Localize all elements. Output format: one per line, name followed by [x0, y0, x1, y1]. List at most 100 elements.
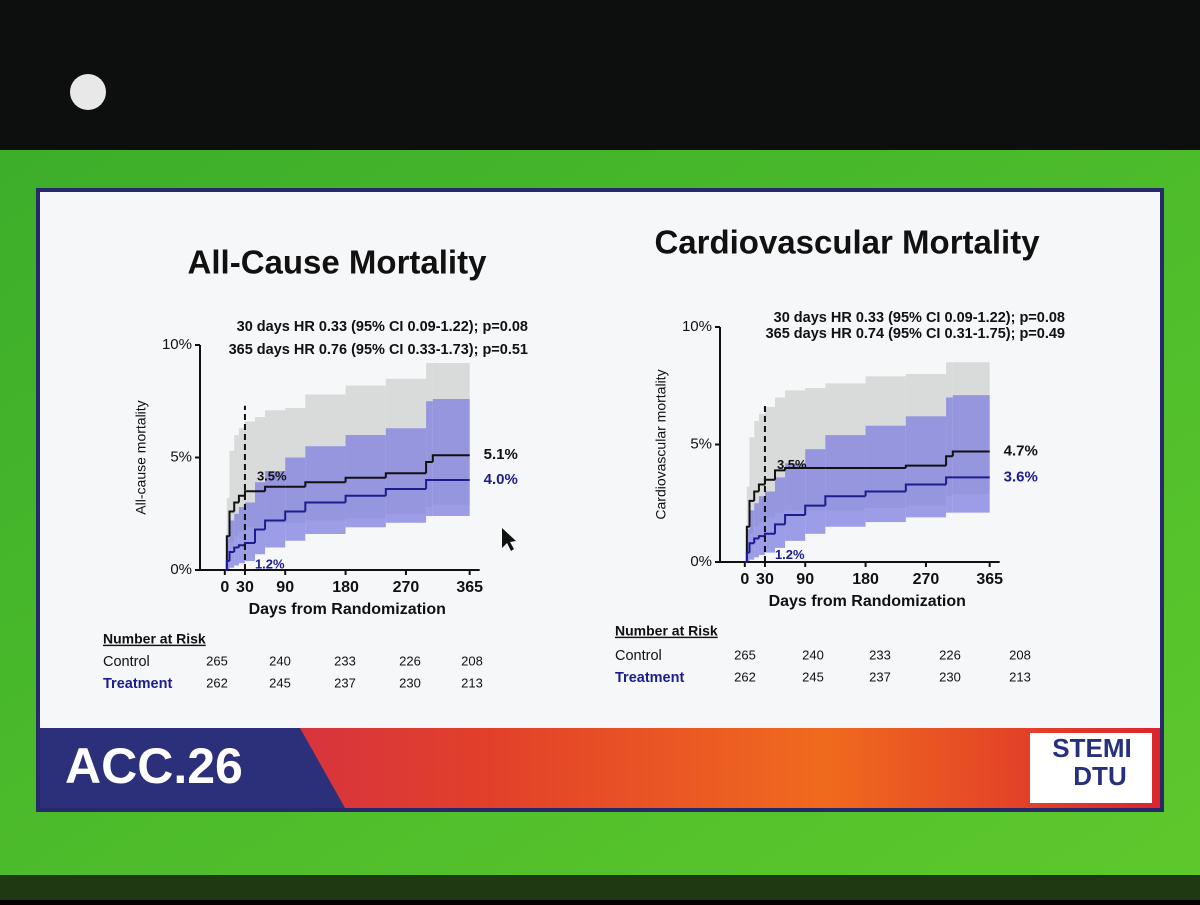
ci-band	[305, 446, 346, 534]
x-tick-label: 270	[913, 571, 940, 588]
km-step	[233, 501, 239, 512]
km-step	[757, 483, 765, 492]
x-axis-label: Days from Randomization	[769, 593, 966, 610]
ci-band	[426, 401, 433, 516]
km-step	[425, 479, 433, 489]
x-axis-label: Days from Randomization	[249, 601, 446, 618]
ci-band	[234, 435, 239, 537]
risk-count: 208	[461, 653, 483, 668]
risk-row-label: Control	[103, 654, 150, 670]
mouse-cursor	[502, 528, 516, 551]
km-step	[228, 510, 235, 537]
ci-band	[775, 477, 786, 548]
risk-count: 240	[269, 653, 291, 668]
ci-band	[746, 529, 750, 562]
ci-band	[825, 435, 866, 527]
annotation: 3.5%	[257, 469, 287, 484]
y-tick-label: 10%	[682, 318, 712, 335]
risk-count: 262	[206, 675, 228, 690]
risk-count: 245	[269, 675, 291, 690]
x-tick-label: 180	[852, 571, 879, 588]
km-step	[951, 450, 990, 457]
risk-count: 245	[802, 669, 824, 684]
km-step	[824, 495, 866, 506]
ci-band	[952, 395, 990, 513]
km-step	[264, 485, 286, 492]
risk-count: 237	[334, 675, 356, 690]
risk-row-label: Control	[615, 648, 662, 664]
ci-band	[234, 513, 239, 566]
logo-box	[1030, 733, 1152, 803]
km-step	[945, 455, 953, 466]
risk-count: 240	[802, 647, 824, 662]
ci-band	[244, 421, 256, 528]
ci-band	[226, 498, 230, 561]
km-step	[763, 532, 776, 537]
km-step	[228, 551, 235, 561]
brand: ACC.26	[65, 738, 243, 794]
km-step	[904, 464, 947, 468]
risk-count: 230	[399, 675, 421, 690]
ci-band	[785, 463, 806, 541]
ci-band	[226, 538, 230, 570]
ci-band	[244, 502, 256, 561]
risk-title: Number at Risk	[103, 631, 206, 647]
x-tick-label: 180	[332, 579, 359, 596]
km-step	[753, 490, 759, 501]
ci-band	[775, 397, 786, 513]
annotation: 1.2%	[775, 547, 805, 562]
km-step	[774, 523, 786, 534]
ci-band	[758, 496, 765, 555]
risk-count: 213	[1009, 669, 1031, 684]
risk-count: 233	[869, 647, 891, 662]
annotation: 3.6%	[1004, 468, 1038, 485]
chart-title: Cardiovascular Mortality	[654, 224, 1040, 261]
ci-band	[229, 520, 235, 568]
hr-note: 30 days HR 0.33 (95% CI 0.09-1.22); p=0.…	[774, 310, 1065, 326]
annotation: 4.0%	[484, 471, 518, 488]
km-step	[264, 519, 286, 530]
km-step	[784, 467, 806, 471]
risk-row-label: Treatment	[615, 670, 684, 686]
risk-count: 226	[939, 647, 961, 662]
x-tick-label: 30	[756, 571, 774, 588]
km-step	[757, 535, 765, 539]
ci-band	[764, 491, 776, 553]
annotation: 5.1%	[484, 446, 518, 463]
ci-band	[905, 416, 947, 518]
ci-band	[758, 413, 765, 523]
risk-count: 213	[461, 675, 483, 690]
km-step	[384, 488, 427, 496]
km-step	[304, 501, 346, 512]
ci-band	[432, 399, 470, 516]
y-tick-label: 0%	[690, 553, 712, 570]
risk-row-label: Treatment	[103, 676, 172, 692]
x-tick-label: 0	[220, 579, 229, 596]
ci-band	[238, 428, 245, 532]
chart-title: All-Cause Mortality	[188, 244, 488, 281]
y-axis-label: All-cause mortality	[133, 400, 149, 514]
ci-band	[265, 471, 286, 548]
km-step	[748, 542, 755, 553]
km-step	[864, 490, 906, 497]
stage-floor	[0, 875, 1200, 900]
km-step	[284, 510, 306, 521]
km-step	[774, 469, 786, 480]
risk-count: 230	[939, 669, 961, 684]
x-tick-label: 270	[393, 579, 420, 596]
annotation: 4.7%	[1004, 443, 1038, 460]
hr-note: 365 days HR 0.74 (95% CI 0.31-1.75); p=0…	[766, 326, 1065, 342]
risk-count: 265	[206, 653, 228, 668]
ci-band	[865, 425, 906, 523]
km-step	[344, 494, 386, 503]
ci-band	[754, 421, 759, 527]
km-step	[233, 546, 239, 552]
risk-count: 226	[399, 653, 421, 668]
x-tick-label: 365	[976, 571, 1003, 588]
ci-band	[255, 417, 266, 528]
logo-line: DTU	[1073, 761, 1126, 791]
annotation: 3.5%	[777, 457, 807, 472]
km-step	[237, 544, 245, 548]
x-tick-label: 90	[276, 579, 294, 596]
